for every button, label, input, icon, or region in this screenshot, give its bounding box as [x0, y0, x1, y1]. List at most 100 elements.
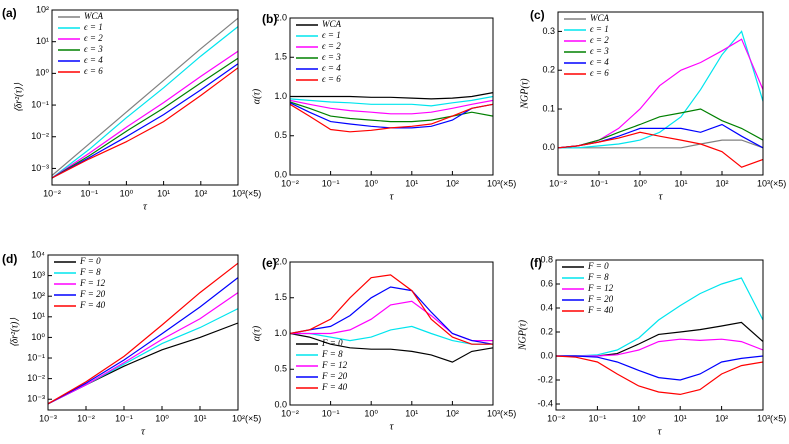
- y-tick-label: 10⁻¹: [27, 352, 45, 362]
- y-tick-label: 0.0: [274, 169, 287, 179]
- legend-label: F = 0: [587, 261, 609, 271]
- y-tick-label: 10³: [32, 270, 45, 280]
- x-tick-label: 10³(×5): [487, 408, 516, 418]
- legend-label: F = 12: [321, 360, 348, 370]
- legend-label: F = 0: [321, 338, 343, 348]
- x-axis-label: τ: [390, 421, 395, 433]
- y-tick-label: 0.0: [542, 142, 555, 152]
- y-tick-label: 10⁻²: [31, 131, 49, 141]
- y-tick-label: 10¹: [36, 36, 49, 46]
- y-tick-label: 1.5: [274, 52, 287, 62]
- legend-label: F = 8: [79, 267, 101, 277]
- legend-label: F = 12: [79, 278, 106, 288]
- legend-label: ϵ = 1: [84, 22, 103, 32]
- x-tick-label: 10⁻²: [281, 408, 299, 418]
- series-line: [557, 108, 764, 149]
- panel: (d) 10⁻³ 10⁻² 10⁻¹ 10⁰ 10¹ 10²(×5) 10⁻³ 10⁻² 10⁻¹…: [2, 249, 261, 437]
- series-line: [47, 277, 239, 405]
- series-line: [556, 277, 764, 357]
- legend-label: ϵ = 3: [84, 44, 103, 54]
- legend-label: ϵ = 4: [590, 57, 609, 67]
- x-tick-label: 10³(×5): [757, 178, 786, 188]
- legend-label: ϵ = 2: [322, 41, 341, 51]
- y-tick-label: 2.0: [274, 256, 287, 266]
- y-tick-label: 0.2: [540, 326, 553, 336]
- x-tick-label: 10⁻¹: [80, 188, 98, 198]
- x-tick-label: 10⁻¹: [115, 413, 133, 423]
- panel: (c) 10⁻² 10⁻¹ 10⁰ 10¹ 10² 10³(×5) 0.0 0.1 0.2 0.3 τ…: [519, 8, 786, 202]
- x-axis-label: τ: [658, 426, 663, 438]
- y-tick-label: -0.4: [537, 398, 553, 408]
- panel: (e) 10⁻² 10⁻¹ 10⁰ 10¹ 10² 10³(×5) 0.0 0.5 1.0 1.5 2…: [251, 256, 516, 432]
- legend-label: ϵ = 6: [590, 68, 609, 78]
- series-line: [556, 338, 764, 357]
- legend-label: WCA: [84, 11, 104, 21]
- x-tick-label: 10⁻¹: [590, 178, 608, 188]
- plot-frame: [555, 259, 764, 411]
- panel: (f) 10⁻² 10⁻¹ 10⁰ 10¹ 10² 10³(×5) -0.4 -0.2 0.0 0.…: [517, 254, 786, 437]
- y-tick-label: 0.6: [540, 278, 553, 288]
- x-axis-label: τ: [659, 191, 664, 203]
- x-axis-label: τ: [143, 201, 148, 213]
- series-line: [51, 67, 239, 179]
- x-tick-label: 10²: [715, 178, 728, 188]
- series-line: [289, 103, 494, 133]
- x-tick-label: 10⁻²: [549, 178, 567, 188]
- series-line: [289, 274, 493, 345]
- x-tick-label: 10⁰: [364, 178, 378, 188]
- y-tick-label: 10⁴: [31, 249, 45, 259]
- legend-label: F = 40: [321, 382, 348, 392]
- x-tick-label: 10⁻³: [39, 413, 57, 423]
- series-line: [558, 139, 764, 149]
- x-tick-label: 10⁻²: [77, 413, 95, 423]
- y-axis-label: ⟨δr²(τ)⟩: [9, 318, 20, 348]
- y-tick-label: 1.0: [274, 91, 287, 101]
- series-line: [47, 322, 239, 405]
- x-tick-label: 10⁻²: [281, 178, 299, 188]
- x-tick-label: 10⁰: [364, 408, 378, 418]
- series-line: [51, 63, 239, 179]
- y-tick-label: 10⁰: [35, 68, 49, 78]
- x-tick-label: 10⁰: [633, 178, 647, 188]
- y-axis-label: α(τ): [251, 325, 262, 341]
- y-tick-label: 0.2: [542, 65, 555, 75]
- legend-label: F = 0: [79, 256, 101, 266]
- x-tick-label: 10²: [715, 413, 728, 423]
- series-line: [47, 262, 239, 405]
- x-tick-label: 10⁰: [120, 188, 134, 198]
- legend-label: ϵ = 3: [322, 52, 341, 62]
- series-line: [51, 57, 239, 179]
- y-tick-label: 10²: [36, 4, 49, 14]
- legend-label: F = 8: [587, 272, 609, 282]
- y-tick-label: 2.0: [274, 12, 287, 22]
- x-tick-label: 10¹: [405, 178, 418, 188]
- x-tick-label: 10⁻²: [547, 413, 565, 423]
- legend-label: F = 20: [321, 371, 348, 381]
- series-line: [289, 101, 494, 123]
- legend-label: ϵ = 4: [84, 55, 103, 65]
- panel-label: (a): [2, 6, 17, 20]
- legend-label: F = 20: [587, 294, 614, 304]
- x-tick-label: 10⁻¹: [322, 408, 340, 418]
- y-tick-label: 10⁻³: [31, 163, 49, 173]
- y-axis-label: ⟨δr²(τ)⟩: [13, 83, 24, 113]
- series-line: [556, 355, 764, 381]
- y-tick-label: 10⁻¹: [31, 99, 49, 109]
- y-tick-label: 0.1: [542, 103, 555, 113]
- plot-frame: [51, 9, 239, 186]
- y-tick-label: 0.3: [542, 26, 555, 36]
- panel-label: (e): [262, 256, 277, 270]
- series-line: [557, 131, 764, 168]
- y-tick-label: 1.0: [274, 328, 287, 338]
- panel-label: (b): [262, 12, 277, 26]
- plot-frame: [557, 11, 764, 176]
- x-axis-label: τ: [390, 191, 395, 203]
- x-tick-label: 10²: [446, 408, 459, 418]
- series-line: [290, 325, 493, 345]
- x-tick-label: 10³(×5): [487, 178, 516, 188]
- y-tick-label: 0.0: [540, 350, 553, 360]
- y-tick-label: 10²: [32, 291, 45, 301]
- legend-label: ϵ = 6: [84, 66, 103, 76]
- x-tick-label: 10¹: [405, 408, 418, 418]
